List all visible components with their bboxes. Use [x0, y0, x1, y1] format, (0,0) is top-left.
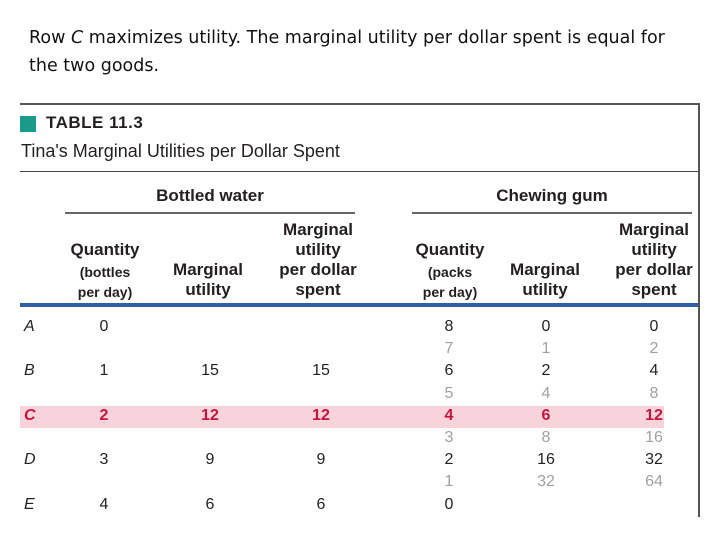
header-line: utility — [522, 280, 568, 299]
cell-water-mud: 15 — [312, 362, 330, 380]
cell-water-qty: 4 — [99, 495, 109, 513]
header-line: Marginal — [619, 220, 689, 239]
caption-rest: maximizes utility. The marginal utility … — [29, 28, 665, 76]
title-divider — [20, 171, 698, 172]
col-header-gum-mud: Marginal utility per dollar spent — [598, 220, 710, 300]
group-header-water: Bottled water — [156, 186, 264, 205]
table-marker-square — [20, 116, 36, 132]
group-rule-gum — [412, 212, 692, 214]
cell-gum-mu: 8 — [541, 429, 551, 446]
cell-gum-mud: 64 — [645, 473, 663, 491]
cell-water-qty: 3 — [99, 451, 109, 469]
cell-gum-mu: 0 — [541, 318, 551, 335]
cell-gum-mud: 16 — [645, 429, 663, 446]
col-header-gum-quantity: Quantity (packs per day) — [396, 240, 504, 302]
cell-gum-mud: 12 — [645, 406, 663, 424]
cell-gum-mud: 8 — [649, 384, 659, 402]
row-label: A — [24, 318, 35, 335]
header-line: Marginal — [173, 260, 243, 279]
header-line: utility — [185, 280, 231, 299]
caption-row-letter: C — [70, 28, 84, 48]
cell-gum-qty: 8 — [444, 318, 454, 335]
col-header-water-quantity: Quantity (bottles per day) — [50, 240, 160, 302]
header-line: Quantity — [70, 240, 140, 259]
cell-gum-qty: 2 — [444, 451, 454, 469]
cell-gum-qty: 7 — [444, 340, 454, 358]
caption-prefix: Row — [29, 28, 71, 48]
cell-water-mu: 6 — [205, 495, 215, 513]
cell-gum-qty: 4 — [444, 406, 454, 424]
table-label: TABLE 11.3 — [46, 113, 144, 132]
header-subline: (packs — [427, 264, 473, 280]
cell-water-mud: 6 — [316, 495, 326, 513]
table-title: Tina's Marginal Utilities per Dollar Spe… — [21, 141, 340, 161]
cell-water-mud: 12 — [312, 406, 330, 424]
col-header-gum-mu: Marginal utility — [495, 260, 595, 300]
row-c-highlight — [20, 406, 664, 428]
header-line: per dollar — [279, 260, 357, 279]
group-rule-water — [65, 212, 355, 214]
header-bottom-rule — [20, 303, 698, 307]
cell-gum-qty: 5 — [444, 384, 454, 402]
cell-gum-qty: 6 — [444, 362, 454, 380]
cell-water-mu: 15 — [201, 362, 219, 380]
cell-gum-mu: 32 — [537, 473, 555, 491]
cell-water-qty: 2 — [99, 406, 109, 424]
header-line: utility — [631, 240, 677, 259]
cell-water-mud: 9 — [316, 451, 326, 469]
cell-gum-mud: 4 — [649, 362, 659, 380]
cell-gum-qty: 3 — [444, 429, 454, 446]
row-label: D — [24, 451, 36, 469]
cell-gum-mu: 1 — [541, 340, 551, 358]
cell-gum-qty: 0 — [444, 495, 454, 513]
cell-gum-mu: 16 — [537, 451, 555, 469]
cell-gum-mud: 32 — [645, 451, 663, 469]
header-line: spent — [631, 280, 677, 299]
row-label: B — [24, 362, 35, 380]
slide-caption: Row C maximizes utility. The marginal ut… — [29, 24, 669, 80]
cell-water-qty: 0 — [99, 318, 109, 335]
cell-water-qty: 1 — [99, 362, 109, 380]
col-header-water-mu: Marginal utility — [158, 260, 258, 300]
table-right-rule — [698, 103, 700, 517]
col-header-water-mud: Marginal utility per dollar spent — [262, 220, 374, 300]
table-top-rule — [20, 103, 700, 105]
cell-water-mu: 9 — [205, 451, 215, 469]
cell-gum-mud: 0 — [649, 318, 659, 335]
header-subline: (bottles — [79, 264, 131, 280]
header-line: spent — [295, 280, 341, 299]
cell-gum-mud: 2 — [649, 340, 659, 358]
row-label: E — [24, 495, 35, 513]
header-line: per dollar — [615, 260, 693, 279]
header-line: Marginal — [283, 220, 353, 239]
header-line: utility — [295, 240, 341, 259]
header-subline: per day) — [422, 284, 478, 300]
cell-gum-mu: 4 — [541, 384, 551, 402]
cell-gum-mu: 6 — [541, 406, 551, 424]
header-subline: per day) — [77, 284, 133, 300]
cell-gum-qty: 1 — [444, 473, 454, 491]
header-line: Quantity — [415, 240, 485, 259]
cell-gum-mu: 2 — [541, 362, 551, 380]
row-label: C — [24, 406, 36, 424]
group-header-gum: Chewing gum — [496, 186, 608, 205]
cell-water-mu: 12 — [201, 406, 219, 424]
header-line: Marginal — [510, 260, 580, 279]
